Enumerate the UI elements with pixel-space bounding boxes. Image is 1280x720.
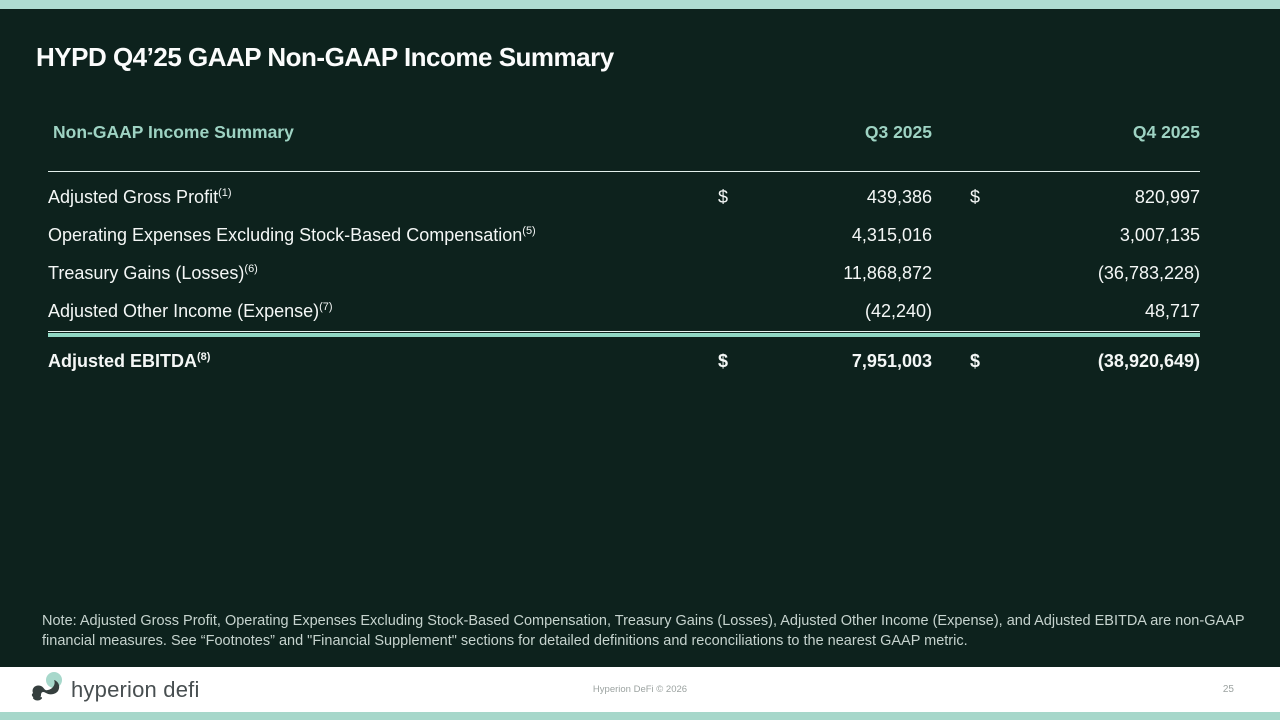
- table-row: Operating Expenses Excluding Stock-Based…: [48, 216, 1200, 254]
- page-number: 25: [1222, 684, 1234, 695]
- hyperion-defi-logo: hyperion defi: [30, 671, 200, 708]
- q4-value: (36,783,228): [1097, 262, 1200, 283]
- table-header-row: Non-GAAP Income Summary Q3 2025 Q4 2025: [48, 112, 1200, 172]
- q3-value: (42,240): [864, 301, 932, 321]
- q3-value: 4,315,016: [851, 224, 932, 245]
- logo-wordmark: hyperion defi: [71, 676, 200, 702]
- q3-currency: $: [718, 350, 729, 371]
- non-gaap-note: Note: Adjusted Gross Profit, Operating E…: [42, 613, 1245, 649]
- q4-value: 48,717: [1144, 301, 1200, 321]
- q3-value: 11,868,872: [843, 262, 932, 283]
- table-body: Adjusted Gross Profit(1) $ 439,386 $ 820…: [48, 172, 1200, 381]
- row-label: Adjusted Gross Profit: [48, 186, 219, 207]
- table-row: Adjusted EBITDA(8) $ 7,951,003 $ (38,920…: [48, 341, 1200, 381]
- q4-value: (38,920,649): [1097, 350, 1200, 371]
- table-header-title: Non-GAAP Income Summary: [53, 122, 294, 142]
- q3-value: 439,386: [866, 186, 932, 207]
- row-label: Adjusted EBITDA: [48, 350, 198, 371]
- column-header-q3: Q3 2025: [864, 122, 932, 142]
- q4-currency: $: [970, 350, 981, 371]
- row-label: Operating Expenses Excluding Stock-Based…: [48, 224, 523, 245]
- column-header-q4: Q4 2025: [1132, 122, 1200, 142]
- income-summary-table: Non-GAAP Income Summary Q3 2025 Q4 2025 …: [48, 112, 1200, 381]
- q4-value: 3,007,135: [1119, 224, 1200, 245]
- table-row: Adjusted Gross Profit(1) $ 439,386 $ 820…: [48, 178, 1200, 216]
- row-label: Treasury Gains (Losses): [48, 262, 245, 283]
- top-accent-strip: [0, 0, 1280, 9]
- q4-currency: $: [970, 186, 981, 207]
- q4-value: 820,997: [1134, 186, 1200, 207]
- hyperion-logo-icon: [30, 671, 64, 708]
- footer-bar: hyperion defi Hyperion DeFi © 2026 25: [0, 667, 1280, 712]
- bottom-accent-strip: [0, 712, 1280, 720]
- row-footnote: (6): [244, 262, 258, 275]
- table-row: Treasury Gains (Losses)(6) 11,868,872 (3…: [48, 254, 1200, 292]
- row-footnote: (1): [218, 186, 232, 199]
- q3-value: 7,951,003: [851, 350, 932, 371]
- table-row: Adjusted Other Income (Expense)(7) (42,2…: [48, 292, 1200, 337]
- row-footnote: (5): [522, 224, 536, 237]
- q3-currency: $: [718, 186, 729, 207]
- footer-copyright: Hyperion DeFi © 2026: [592, 684, 688, 695]
- slide-title: HYPD Q4’25 GAAP Non-GAAP Income Summary: [36, 42, 614, 72]
- row-label: Adjusted Other Income (Expense): [48, 301, 320, 321]
- row-footnote: (8): [197, 350, 211, 363]
- row-footnote: (7): [319, 301, 333, 313]
